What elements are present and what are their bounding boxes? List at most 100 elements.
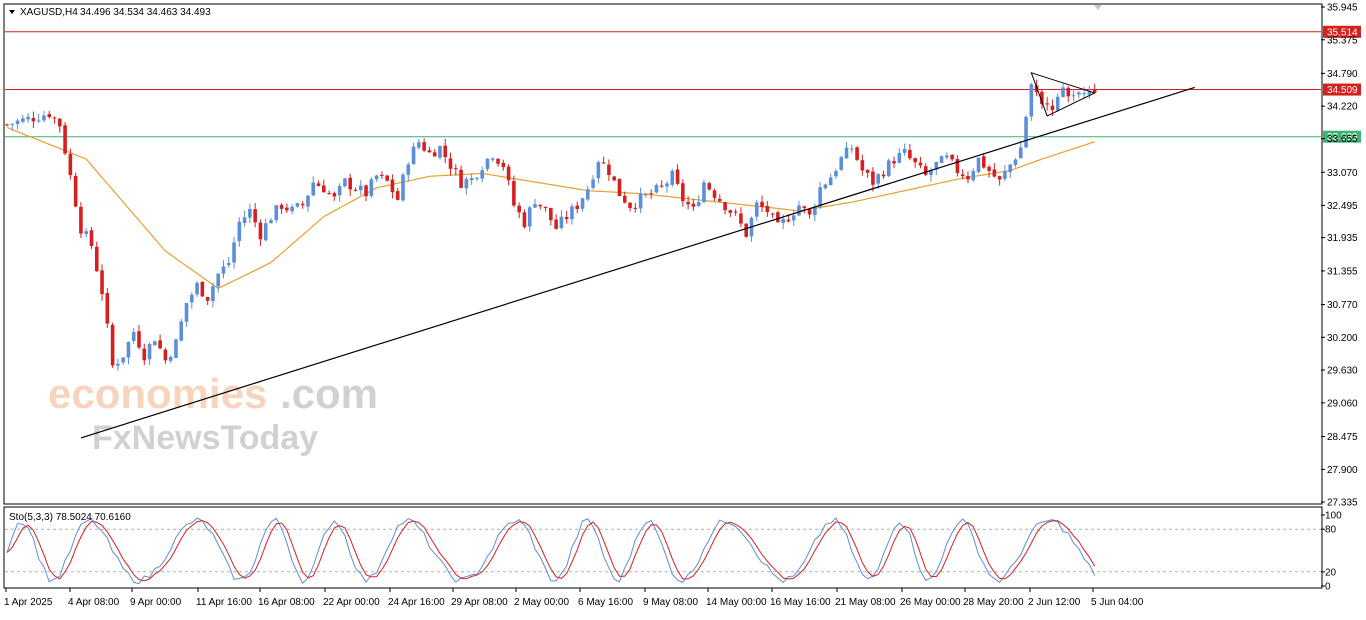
candle-body	[211, 286, 215, 302]
candle-body	[1045, 103, 1049, 105]
candle	[1066, 86, 1071, 103]
horizontal-levels: 35.514 34.509 33.689	[5, 25, 1361, 143]
candle	[575, 201, 580, 214]
time-axis: 1 Apr 2025 4 Apr 08:00 9 Apr 00:00 11 Apr 1…	[4, 588, 1144, 608]
candle	[290, 204, 294, 215]
candle	[21, 114, 25, 124]
candle	[68, 148, 73, 180]
candle	[1077, 90, 1081, 98]
candle	[1087, 85, 1092, 100]
candle-body	[1066, 87, 1071, 97]
candle	[654, 183, 659, 194]
stochastic-label: Sto(5,3,3) 78.5024 70.6160	[9, 512, 131, 523]
candle-body	[564, 217, 569, 219]
candle	[1061, 83, 1065, 98]
candle	[638, 187, 643, 214]
candle-body	[306, 195, 310, 207]
candle	[527, 206, 532, 232]
candle	[184, 302, 189, 327]
candle-body	[285, 207, 289, 211]
candle-body	[533, 204, 537, 208]
candle	[770, 212, 775, 219]
candle-body	[105, 293, 110, 324]
candle	[390, 174, 395, 199]
price-label-box	[1323, 25, 1361, 38]
candle	[490, 157, 495, 163]
candle-body	[58, 118, 62, 127]
candle-body	[765, 205, 770, 213]
candle	[121, 357, 125, 365]
candle	[216, 272, 220, 293]
candle	[137, 325, 141, 350]
candle-body	[897, 152, 902, 163]
candle	[955, 155, 960, 177]
candle-body	[496, 158, 500, 164]
candle-body	[205, 296, 210, 301]
candle	[501, 159, 506, 171]
candle	[1003, 164, 1007, 182]
candle	[659, 180, 664, 189]
candle-body	[939, 156, 944, 163]
candle-body	[5, 124, 9, 126]
candles	[5, 79, 1097, 371]
candle-body	[1050, 105, 1055, 111]
candle-body	[702, 182, 706, 203]
x-tick-label: 28 May 20:00	[963, 597, 1024, 608]
candle-body	[63, 125, 67, 154]
candle	[63, 122, 67, 156]
candle-body	[770, 213, 775, 215]
candle	[221, 260, 226, 279]
header-dropdown-icon[interactable]	[9, 10, 15, 14]
candle-body	[395, 191, 400, 200]
candle-body	[791, 215, 796, 221]
candle	[311, 176, 316, 197]
candle	[765, 200, 770, 217]
candle	[480, 166, 484, 183]
candle	[881, 170, 886, 179]
x-tick-label: 26 May 00:00	[900, 597, 961, 608]
candle-body	[380, 174, 384, 176]
chart-shift-marker[interactable]	[1094, 5, 1102, 10]
candle	[718, 194, 722, 203]
candle-body	[543, 206, 548, 209]
candle	[580, 197, 585, 212]
candle-body	[654, 185, 659, 193]
candle-body	[807, 209, 812, 215]
candle	[897, 148, 902, 164]
candle-body	[1055, 96, 1060, 111]
candle-body	[823, 184, 828, 189]
candle	[432, 149, 437, 157]
triangle-pattern[interactable]	[1030, 72, 1097, 117]
candle	[116, 358, 120, 371]
candle-body	[1008, 164, 1012, 173]
candle-body	[1061, 87, 1065, 97]
candle	[860, 154, 865, 176]
candle-body	[158, 340, 162, 349]
candle-body	[147, 343, 152, 360]
candle-body	[549, 207, 553, 221]
candle	[52, 116, 57, 124]
candle	[332, 191, 337, 201]
price-axis: 35.945 35.375 34.790 34.220 33.655 33.070 32.4…	[1321, 3, 1358, 509]
moving-average-line	[6, 126, 1095, 290]
candle-body	[881, 174, 886, 177]
candle	[358, 180, 363, 196]
candle-body	[116, 363, 120, 366]
candle	[395, 188, 400, 201]
candle-body	[501, 162, 506, 168]
candle-body	[686, 201, 690, 205]
y-tick-label: 33.070	[1327, 168, 1358, 179]
candle-body	[1024, 116, 1028, 148]
candle-body	[997, 176, 1002, 180]
ascending-trendline[interactable]	[80, 86, 1195, 439]
candle-body	[902, 149, 907, 153]
candle-body	[1013, 159, 1018, 165]
candle	[644, 193, 648, 198]
candle	[681, 179, 685, 207]
candle-body	[1077, 92, 1081, 95]
candle	[464, 176, 469, 195]
y-tick-label: 31.935	[1327, 233, 1358, 244]
candle-body	[976, 157, 981, 172]
